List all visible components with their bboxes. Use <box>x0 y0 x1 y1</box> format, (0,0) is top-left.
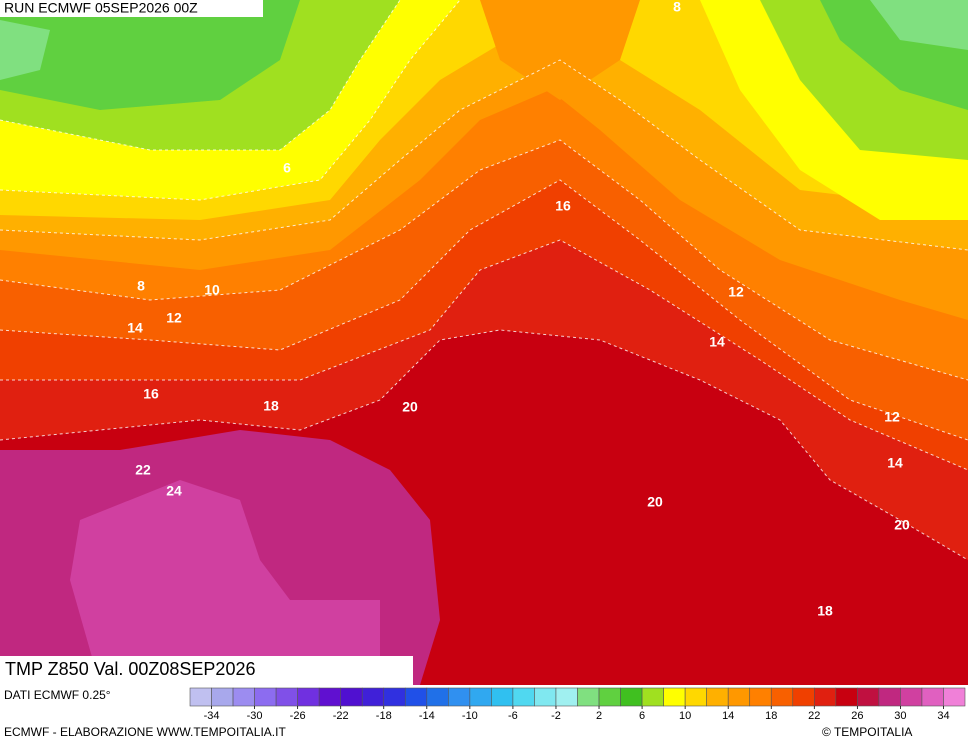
colorbar-tick-label: -30 <box>247 710 263 722</box>
contour-label: 14 <box>709 334 725 350</box>
colorbar-tick-label: -34 <box>204 710 220 722</box>
colorbar-tick-label: -2 <box>551 710 561 722</box>
colorbar-tick-label: -6 <box>508 710 518 722</box>
colorbar-swatch <box>254 687 277 707</box>
colorbar-swatch <box>211 687 234 707</box>
colorbar-swatch <box>404 687 428 707</box>
colorbar-swatch <box>749 687 772 707</box>
contour-label: 16 <box>143 386 159 402</box>
contour-label: 18 <box>263 398 279 414</box>
colorbar-tick-label: 18 <box>765 710 777 722</box>
header-box <box>0 0 263 17</box>
colorbar-swatch <box>878 687 901 707</box>
contour-label: 12 <box>884 409 900 425</box>
colorbar-swatch <box>361 687 385 707</box>
contour-label: 18 <box>817 603 833 619</box>
colorbar-tick-label: 14 <box>722 710 734 722</box>
colorbar-swatch <box>814 687 837 707</box>
colorbar-tick-label: -18 <box>376 710 392 722</box>
contour-label: 20 <box>894 517 910 533</box>
colorbar-swatch <box>469 687 492 707</box>
contour-label: 14 <box>127 320 143 336</box>
colorbar-tick-label: -26 <box>290 710 306 722</box>
colorbar-tick-label: 26 <box>851 710 863 722</box>
colorbar-swatch <box>598 687 621 707</box>
colorbar-swatch <box>900 687 923 707</box>
colorbar-swatch <box>620 687 643 707</box>
credit: ECMWF - ELABORAZIONE WWW.TEMPOITALIA.IT <box>4 725 286 739</box>
contour-label: 8 <box>673 0 681 15</box>
run-label: RUN ECMWF 05SEP2026 00Z <box>4 0 198 16</box>
colorbar-swatch <box>577 687 600 707</box>
contour-label: 14 <box>887 455 903 471</box>
colorbar-swatch <box>512 687 535 707</box>
colorbar-tick-label: -10 <box>462 710 478 722</box>
colorbar-swatch <box>189 687 212 707</box>
colorbar-tick-label: 6 <box>639 710 645 722</box>
colorbar-tick-label: 10 <box>679 710 691 722</box>
contour-label: 8 <box>137 278 145 294</box>
colorbar-tick-label: 30 <box>894 710 906 722</box>
colorbar-swatch <box>943 687 966 707</box>
contour-label: 12 <box>166 310 182 326</box>
colorbar-swatch <box>426 687 449 707</box>
contour-label: 16 <box>555 198 571 214</box>
colorbar-swatch <box>275 687 298 707</box>
colorbar-tick-label: 2 <box>596 710 602 722</box>
colorbar-swatch <box>641 687 664 707</box>
contour-label: 20 <box>647 494 663 510</box>
contour-label: 22 <box>135 462 151 478</box>
contour-label: 10 <box>204 282 220 298</box>
contour-labels: 8 6 16 8 10 12 14 12 14 16 18 20 12 22 14 24 20 20 18 <box>127 0 910 619</box>
contour-label: 12 <box>728 284 744 300</box>
temperature-field <box>0 0 968 685</box>
colorbar-swatch <box>491 687 514 707</box>
colorbar: -34 -30 -26 -22 -18 -14 -10 -6 -2 2 6 10 14 18 22 26 30 3… <box>189 687 966 722</box>
colorbar-swatch <box>684 687 707 707</box>
contour-label: 24 <box>166 483 182 499</box>
brand: © TEMPOITALIA <box>822 725 912 739</box>
colorbar-swatch <box>555 687 578 707</box>
colorbar-swatch <box>727 687 751 707</box>
colorbar-swatch <box>383 687 406 707</box>
contour-label: 6 <box>283 160 291 176</box>
colorbar-tick-label: 22 <box>808 710 820 722</box>
contour-label: 20 <box>402 399 418 415</box>
colorbar-swatch <box>340 687 363 707</box>
colorbar-swatch <box>663 687 686 707</box>
colorbar-swatch <box>835 687 858 707</box>
title-box <box>0 656 413 685</box>
colorbar-swatch <box>792 687 815 707</box>
map-title: TMP Z850 Val. 00Z08SEP2026 <box>5 659 255 679</box>
colorbar-tick-label: 34 <box>937 710 949 722</box>
colorbar-swatch <box>448 687 471 707</box>
colorbar-swatch <box>770 687 794 707</box>
colorbar-swatch <box>921 687 944 707</box>
colorbar-swatch <box>857 687 880 707</box>
source-label: DATI ECMWF 0.25° <box>4 688 111 702</box>
colorbar-swatch <box>534 687 557 707</box>
colorbar-tick-label: -22 <box>333 710 349 722</box>
colorbar-swatch <box>232 687 255 707</box>
colorbar-swatch <box>318 687 341 707</box>
colorbar-swatch <box>706 687 729 707</box>
colorbar-tick-label: -14 <box>419 710 435 722</box>
colorbar-swatch <box>297 687 320 707</box>
